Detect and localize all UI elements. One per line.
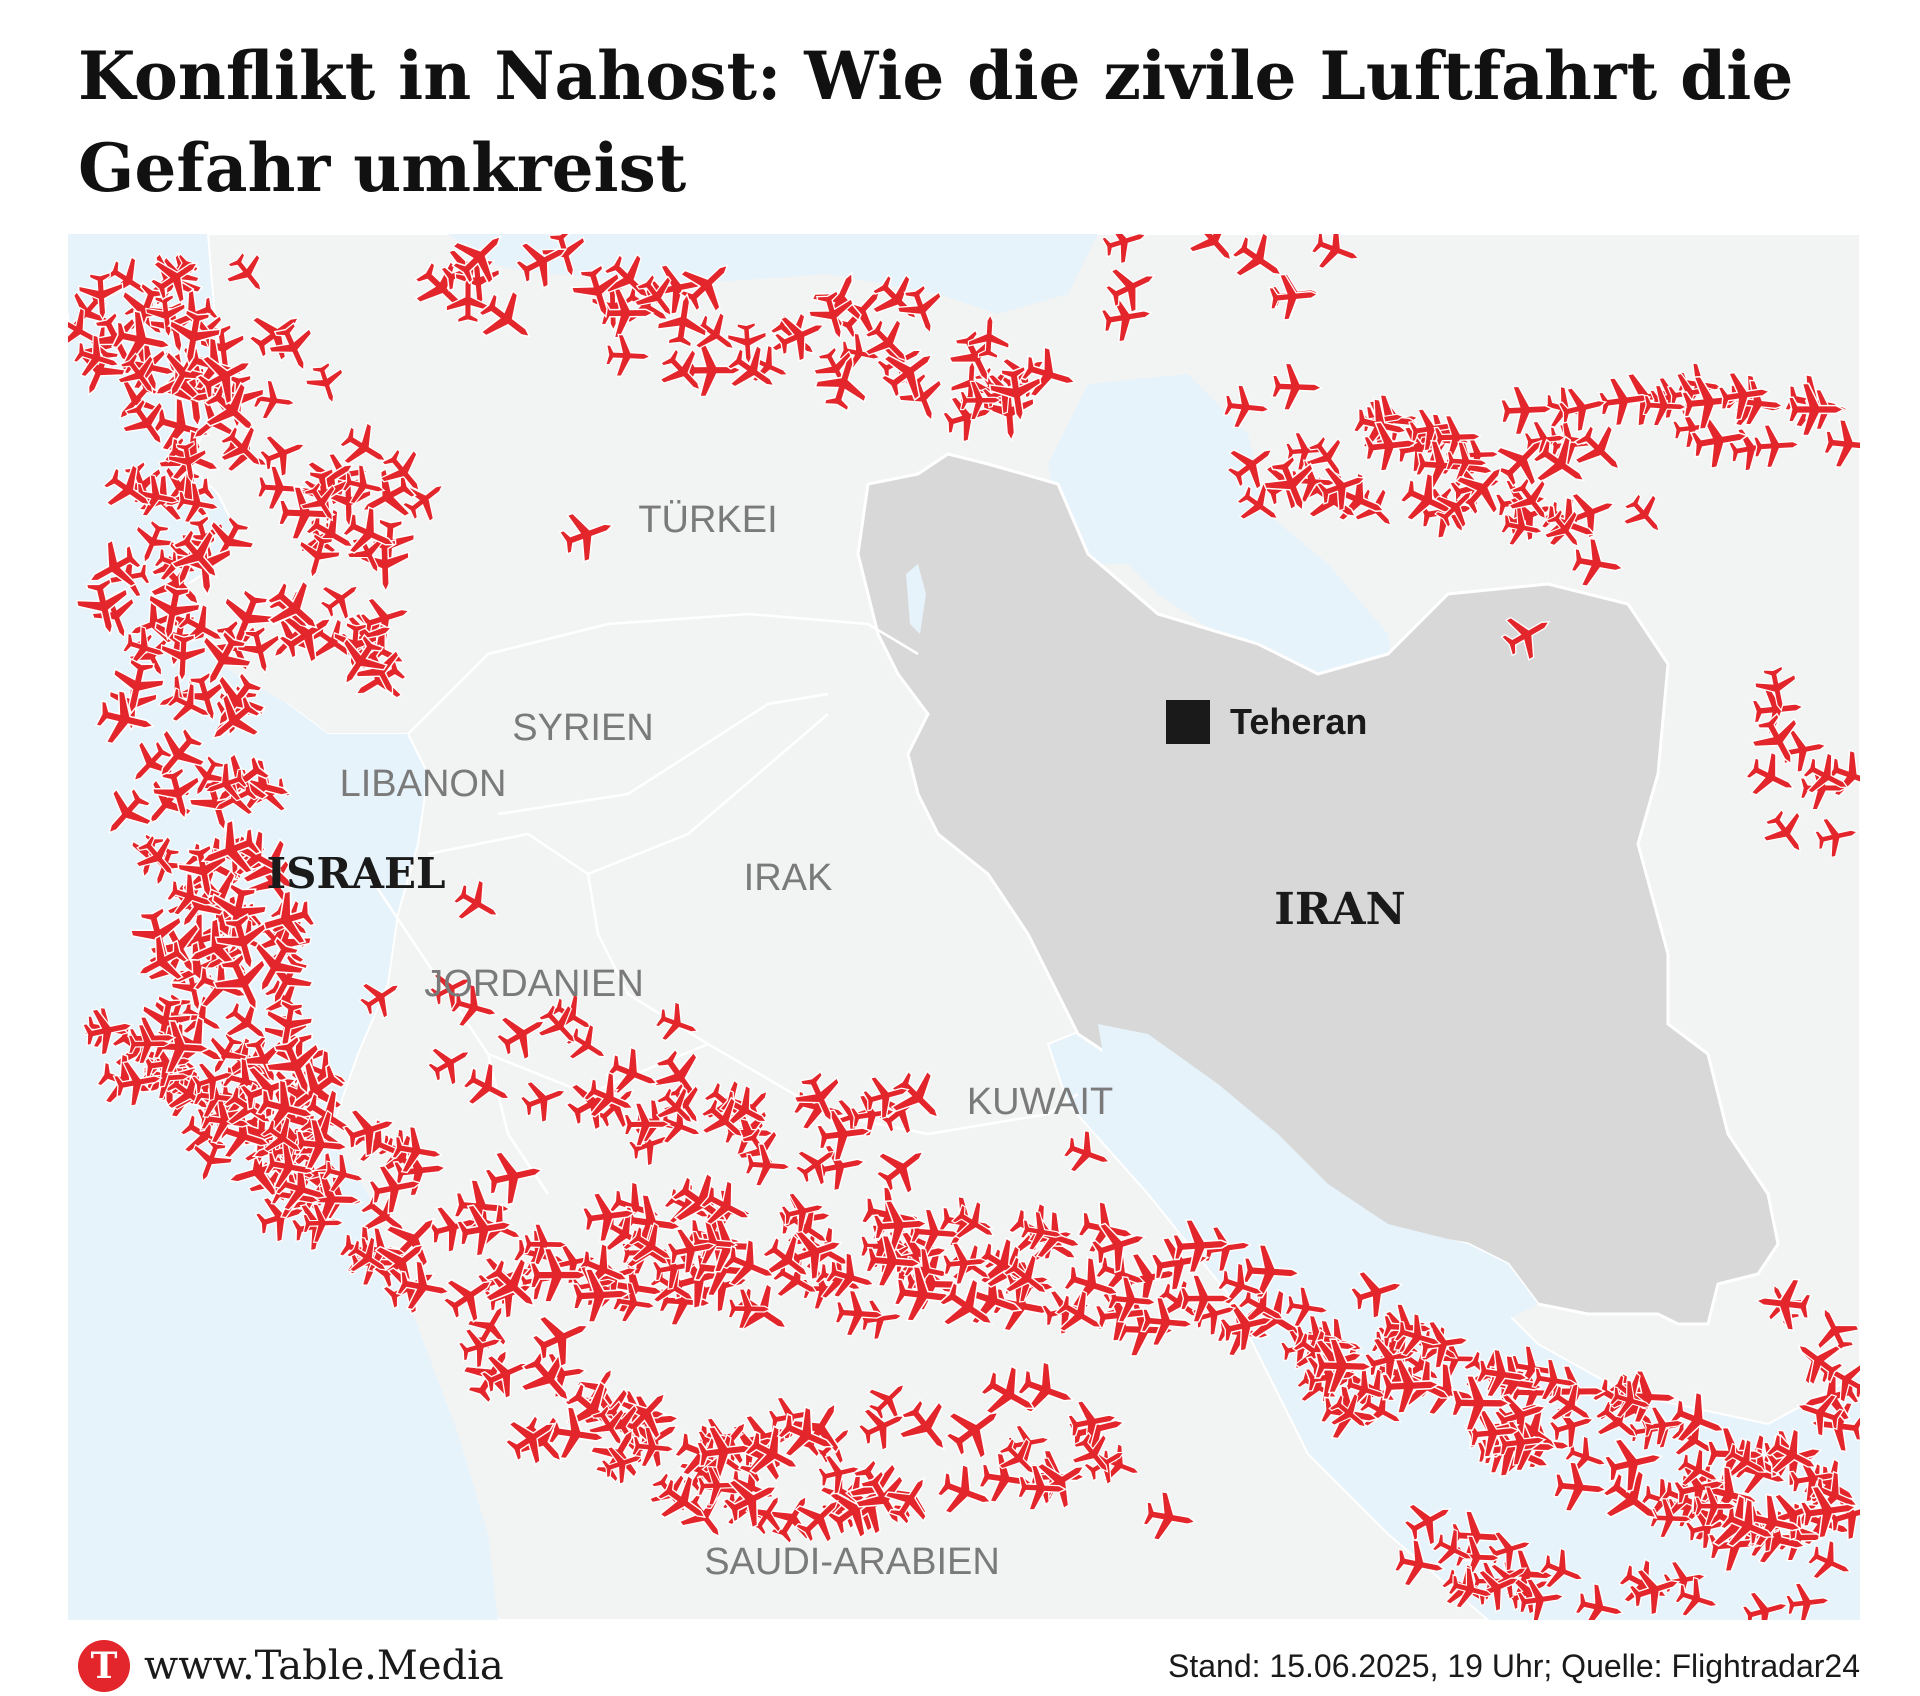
label-irak: IRAK xyxy=(744,857,833,899)
site-url[interactable]: www.Table.Media xyxy=(144,1643,504,1689)
lake-urmia xyxy=(906,564,926,634)
black-sea xyxy=(448,234,1098,314)
map: TÜRKEI SYRIEN LIBANON ISRAEL IRAK JORDAN… xyxy=(68,234,1860,1620)
map-canvas: TÜRKEI SYRIEN LIBANON ISRAEL IRAK JORDAN… xyxy=(68,234,1860,1620)
source-note: Stand: 15.06.2025, 19 Uhr; Quelle: Fligh… xyxy=(1168,1648,1860,1684)
label-jordanien: JORDANIEN xyxy=(424,963,644,1005)
label-israel: ISRAEL xyxy=(266,849,445,898)
table-media-logo: T xyxy=(78,1640,130,1692)
persian-gulf xyxy=(1098,1024,1538,1324)
label-kuwait: KUWAIT xyxy=(967,1081,1113,1123)
label-syrien: SYRIEN xyxy=(512,707,653,749)
label-saudi-arabien: SAUDI-ARABIEN xyxy=(704,1541,1000,1583)
label-libanon: LIBANON xyxy=(340,763,507,805)
caspian-sea xyxy=(1048,374,1398,724)
square-marker-icon xyxy=(1166,700,1210,744)
label-teheran: Teheran xyxy=(1230,701,1367,742)
country-labels: TÜRKEI SYRIEN LIBANON ISRAEL IRAK JORDAN… xyxy=(266,499,1405,1583)
label-iran: IRAN xyxy=(1274,884,1406,935)
page-title: Konflikt in Nahost: Wie die zivile Luftf… xyxy=(78,37,1794,207)
label-tuerkei: TÜRKEI xyxy=(638,499,777,541)
footer-brand: T www.Table.Media xyxy=(78,1638,504,1694)
iran-shape xyxy=(856,452,1780,1326)
